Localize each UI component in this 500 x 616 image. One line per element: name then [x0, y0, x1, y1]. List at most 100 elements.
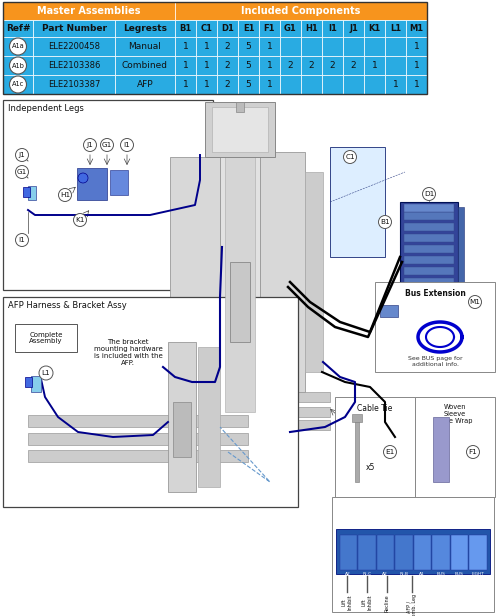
Bar	[33, 75, 115, 94]
Circle shape	[39, 366, 53, 380]
Text: E1: E1	[243, 24, 254, 33]
Bar	[28, 450, 248, 462]
Text: 2: 2	[288, 61, 294, 70]
Text: M1: M1	[470, 299, 480, 305]
Bar	[301, 75, 322, 94]
Text: 1: 1	[204, 42, 210, 51]
Text: A1c: A1c	[12, 81, 24, 87]
Text: 1: 1	[266, 61, 272, 70]
Text: 1: 1	[182, 61, 188, 70]
Text: Woven
Sleeve
Wire Wrap: Woven Sleeve Wire Wrap	[438, 404, 472, 424]
Bar	[340, 535, 357, 570]
Bar	[335, 397, 415, 497]
Bar	[217, 75, 238, 94]
Text: 1: 1	[182, 80, 188, 89]
Bar	[469, 535, 486, 570]
Bar	[3, 56, 33, 75]
Bar	[3, 75, 33, 94]
Bar	[322, 56, 343, 75]
Bar	[238, 37, 259, 56]
Bar	[115, 75, 175, 94]
Bar	[280, 75, 301, 94]
Bar	[238, 20, 259, 37]
Text: 1: 1	[414, 42, 420, 51]
Bar	[404, 267, 454, 275]
Text: Part Number: Part Number	[42, 24, 106, 33]
Bar	[322, 37, 343, 56]
Text: I1: I1	[18, 237, 26, 243]
Text: See BUS page for
additional info.: See BUS page for additional info.	[408, 356, 463, 367]
Bar	[33, 56, 115, 75]
Text: 1: 1	[372, 61, 378, 70]
Bar	[376, 535, 394, 570]
Text: AFP: AFP	[136, 80, 154, 89]
Text: Cable Tie: Cable Tie	[358, 404, 392, 413]
Bar	[259, 37, 280, 56]
Bar	[404, 212, 454, 220]
Bar	[414, 535, 431, 570]
Bar	[217, 56, 238, 75]
Text: D1: D1	[221, 24, 234, 33]
Bar	[175, 2, 427, 20]
Bar	[115, 20, 175, 37]
Bar	[259, 75, 280, 94]
Bar	[175, 20, 196, 37]
Text: AFP /
Comb. Leg: AFP / Comb. Leg	[406, 594, 418, 616]
Text: L1: L1	[42, 370, 50, 376]
Text: 5: 5	[246, 80, 252, 89]
Bar	[343, 37, 364, 56]
Bar	[385, 75, 406, 94]
Text: 1: 1	[204, 61, 210, 70]
Bar	[15, 324, 77, 352]
Bar	[336, 529, 490, 574]
Bar	[217, 20, 238, 37]
Text: I1: I1	[124, 142, 130, 148]
Bar	[406, 20, 427, 37]
Text: 2: 2	[308, 61, 314, 70]
Bar	[236, 102, 244, 112]
Text: F1: F1	[468, 449, 477, 455]
Bar	[3, 100, 213, 290]
Bar	[375, 282, 495, 372]
Bar	[28, 186, 36, 200]
Bar	[301, 20, 322, 37]
Bar	[260, 152, 305, 392]
Text: ELE2200458: ELE2200458	[48, 42, 100, 51]
Bar	[385, 20, 406, 37]
Bar	[364, 20, 385, 37]
Text: Bus Extension: Bus Extension	[404, 289, 466, 298]
Bar	[433, 417, 449, 482]
Bar	[238, 56, 259, 75]
Bar	[450, 535, 468, 570]
Text: G1: G1	[102, 142, 112, 148]
Text: Ref#: Ref#	[6, 24, 30, 33]
Text: Complete
Assembly: Complete Assembly	[29, 331, 63, 344]
Bar	[205, 102, 275, 157]
Bar	[385, 37, 406, 56]
Bar	[175, 56, 196, 75]
Text: M1: M1	[410, 24, 424, 33]
Text: Recline: Recline	[384, 594, 390, 612]
Text: 5: 5	[246, 61, 252, 70]
Bar	[343, 75, 364, 94]
Bar	[301, 37, 322, 56]
Text: A1b: A1b	[12, 62, 24, 68]
Text: Included Components: Included Components	[242, 6, 360, 16]
Text: B1: B1	[180, 24, 192, 33]
Text: The bracket
mounting hardware
is included with the
AFP.: The bracket mounting hardware is include…	[94, 339, 162, 366]
Text: ELE2103386: ELE2103386	[48, 61, 100, 70]
Bar	[196, 37, 217, 56]
Circle shape	[58, 188, 71, 201]
Text: C1: C1	[345, 154, 355, 160]
Bar	[404, 278, 454, 286]
Bar	[115, 37, 175, 56]
Text: Legrests: Legrests	[123, 24, 167, 33]
Bar	[280, 20, 301, 37]
Text: LIGHT: LIGHT	[472, 572, 484, 576]
Text: x5: x5	[366, 463, 374, 471]
Bar	[406, 75, 427, 94]
Text: Independent Legs: Independent Legs	[8, 104, 84, 113]
Text: IN-C: IN-C	[362, 572, 372, 576]
Text: BUS: BUS	[436, 572, 445, 576]
Text: J1: J1	[349, 24, 358, 33]
